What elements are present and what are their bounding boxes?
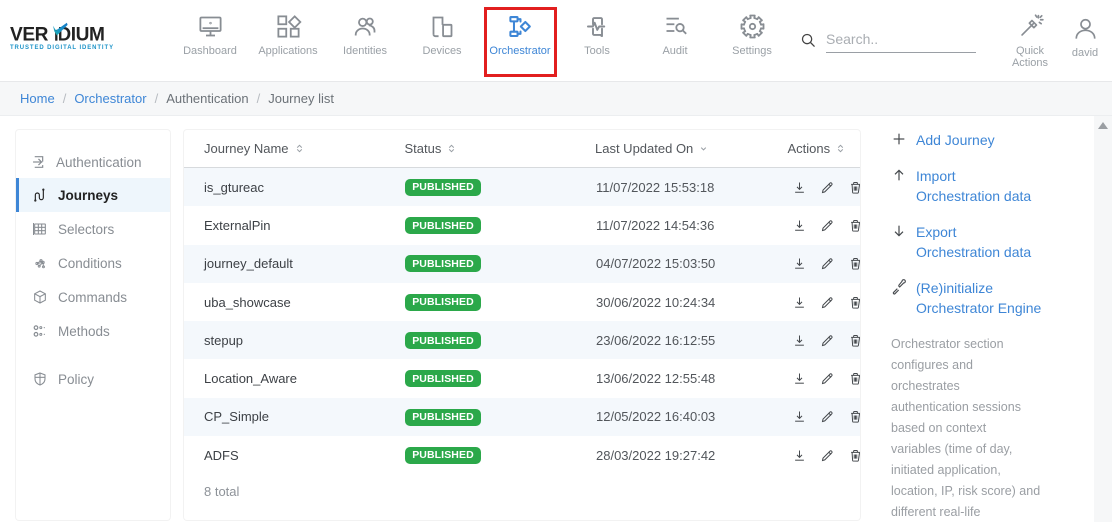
svg-text:VER: VER: [10, 25, 49, 46]
svg-text:TRUSTED DIGITAL IDENTITY: TRUSTED DIGITAL IDENTITY: [10, 45, 114, 51]
